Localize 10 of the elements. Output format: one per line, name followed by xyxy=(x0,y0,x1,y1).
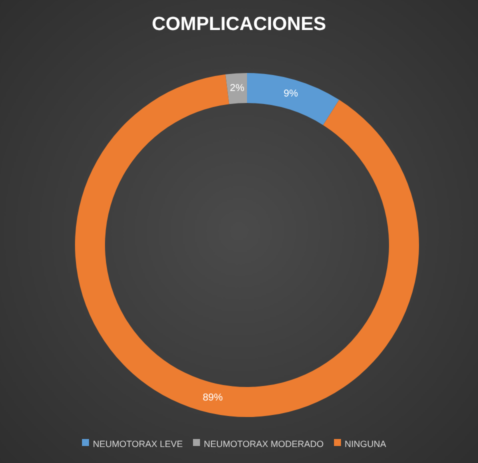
data-label: 9% xyxy=(284,88,298,100)
legend-label: NEUMOTORAX MODERADO xyxy=(204,439,324,449)
donut-slice xyxy=(75,74,419,417)
donut-slice xyxy=(247,73,340,126)
data-label: 2% xyxy=(230,82,244,94)
legend-label: NEUMOTORAX LEVE xyxy=(92,439,183,449)
chart-title: COMPLICACIONES xyxy=(150,14,328,36)
legend-label: NINGUNA xyxy=(344,439,386,449)
donut-slice xyxy=(225,73,247,104)
data-label: 89% xyxy=(202,392,223,404)
